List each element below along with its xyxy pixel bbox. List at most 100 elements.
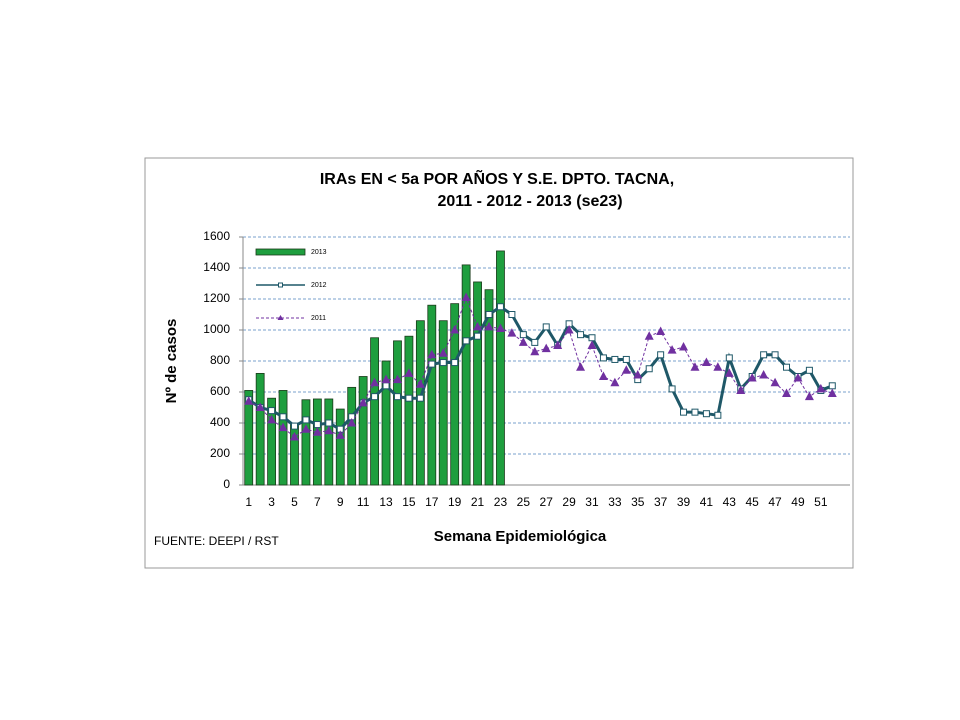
bar <box>324 398 334 486</box>
point-marker <box>736 385 746 394</box>
point-marker <box>714 411 722 419</box>
x-tick-label: 1 <box>245 495 252 509</box>
x-tick-label: 9 <box>337 495 344 509</box>
y-tick-label: 800 <box>210 353 230 367</box>
point-marker <box>816 383 826 393</box>
point-marker <box>485 311 493 318</box>
bar <box>496 250 505 486</box>
point-marker <box>622 355 630 363</box>
y-axis-label: Nº de casos <box>163 319 180 404</box>
point-marker <box>633 369 643 379</box>
point-marker <box>381 374 391 384</box>
point-marker <box>691 408 699 416</box>
x-tick-label: 11 <box>357 495 370 509</box>
point-marker <box>347 418 357 427</box>
x-tick-label: 17 <box>425 495 439 509</box>
y-tick-label: 0 <box>223 477 230 491</box>
point-marker <box>335 430 345 439</box>
point-marker <box>438 348 448 357</box>
point-marker <box>507 328 517 337</box>
point-marker <box>416 394 424 402</box>
y-tick-label: 200 <box>210 446 230 460</box>
point-marker <box>461 292 471 301</box>
point-marker <box>621 365 631 374</box>
point-marker <box>428 360 436 368</box>
bar <box>347 386 357 486</box>
legend-label: 2013 <box>311 249 327 256</box>
x-tick-label: 39 <box>677 495 691 509</box>
point-marker <box>828 382 836 390</box>
point-marker <box>805 366 813 374</box>
point-marker <box>599 354 607 362</box>
point-marker <box>508 311 516 318</box>
point-marker <box>804 391 814 401</box>
bar <box>255 372 265 486</box>
bar <box>278 390 288 486</box>
legend-marker <box>278 282 283 288</box>
point-marker <box>451 359 459 367</box>
point-marker <box>531 338 539 346</box>
bar <box>335 408 345 486</box>
x-tick-label: 45 <box>746 495 760 509</box>
x-tick-label: 35 <box>631 495 645 509</box>
bar <box>461 264 471 486</box>
x-tick-label: 31 <box>585 495 599 509</box>
point-marker <box>290 422 298 430</box>
x-tick-label: 41 <box>700 495 714 509</box>
point-marker <box>405 394 413 402</box>
y-tick-label: 1200 <box>203 291 230 305</box>
bar <box>301 399 311 486</box>
y-tick-label: 1000 <box>203 322 230 336</box>
point-marker <box>473 321 483 331</box>
point-marker <box>279 413 287 421</box>
point-marker <box>312 427 322 436</box>
point-marker <box>289 431 299 441</box>
point-marker <box>371 393 379 401</box>
point-marker <box>450 325 460 334</box>
bar <box>370 337 379 486</box>
point-marker <box>484 321 494 331</box>
bar <box>404 335 414 486</box>
point-marker <box>255 402 265 411</box>
point-marker <box>427 349 437 359</box>
point-marker <box>302 416 310 424</box>
point-marker <box>301 424 311 433</box>
point-marker <box>518 337 528 346</box>
point-marker <box>415 379 425 388</box>
bar <box>415 320 425 486</box>
bar <box>438 320 448 486</box>
point-marker <box>382 382 390 390</box>
point-marker <box>679 342 689 351</box>
point-marker <box>827 388 837 398</box>
x-axis-label: Semana Epidemiológica <box>434 528 607 545</box>
legend-swatch <box>255 248 306 256</box>
point-marker <box>404 368 414 377</box>
x-tick-label: 23 <box>494 495 508 509</box>
point-marker <box>770 377 780 387</box>
point-marker <box>358 397 368 407</box>
point-marker <box>496 303 504 311</box>
x-tick-label: 3 <box>268 495 275 509</box>
point-marker <box>542 323 550 331</box>
bar <box>358 376 368 486</box>
x-tick-label: 19 <box>448 495 462 509</box>
source-note: FUENTE: DEEPI / RST <box>154 534 279 548</box>
point-marker <box>462 337 470 345</box>
point-marker <box>783 363 791 371</box>
bar <box>473 281 482 486</box>
x-tick-label: 29 <box>562 495 576 509</box>
point-marker <box>530 346 540 356</box>
point-marker <box>324 425 334 435</box>
x-tick-label: 15 <box>402 495 416 509</box>
point-marker <box>564 325 574 334</box>
point-marker <box>474 332 482 340</box>
point-marker <box>657 351 665 359</box>
point-marker <box>760 351 768 359</box>
point-marker <box>667 345 677 354</box>
point-marker <box>701 357 711 367</box>
point-marker <box>782 388 792 398</box>
y-tick-label: 1400 <box>203 260 230 274</box>
point-marker <box>439 359 447 367</box>
x-tick-label: 5 <box>291 495 298 509</box>
